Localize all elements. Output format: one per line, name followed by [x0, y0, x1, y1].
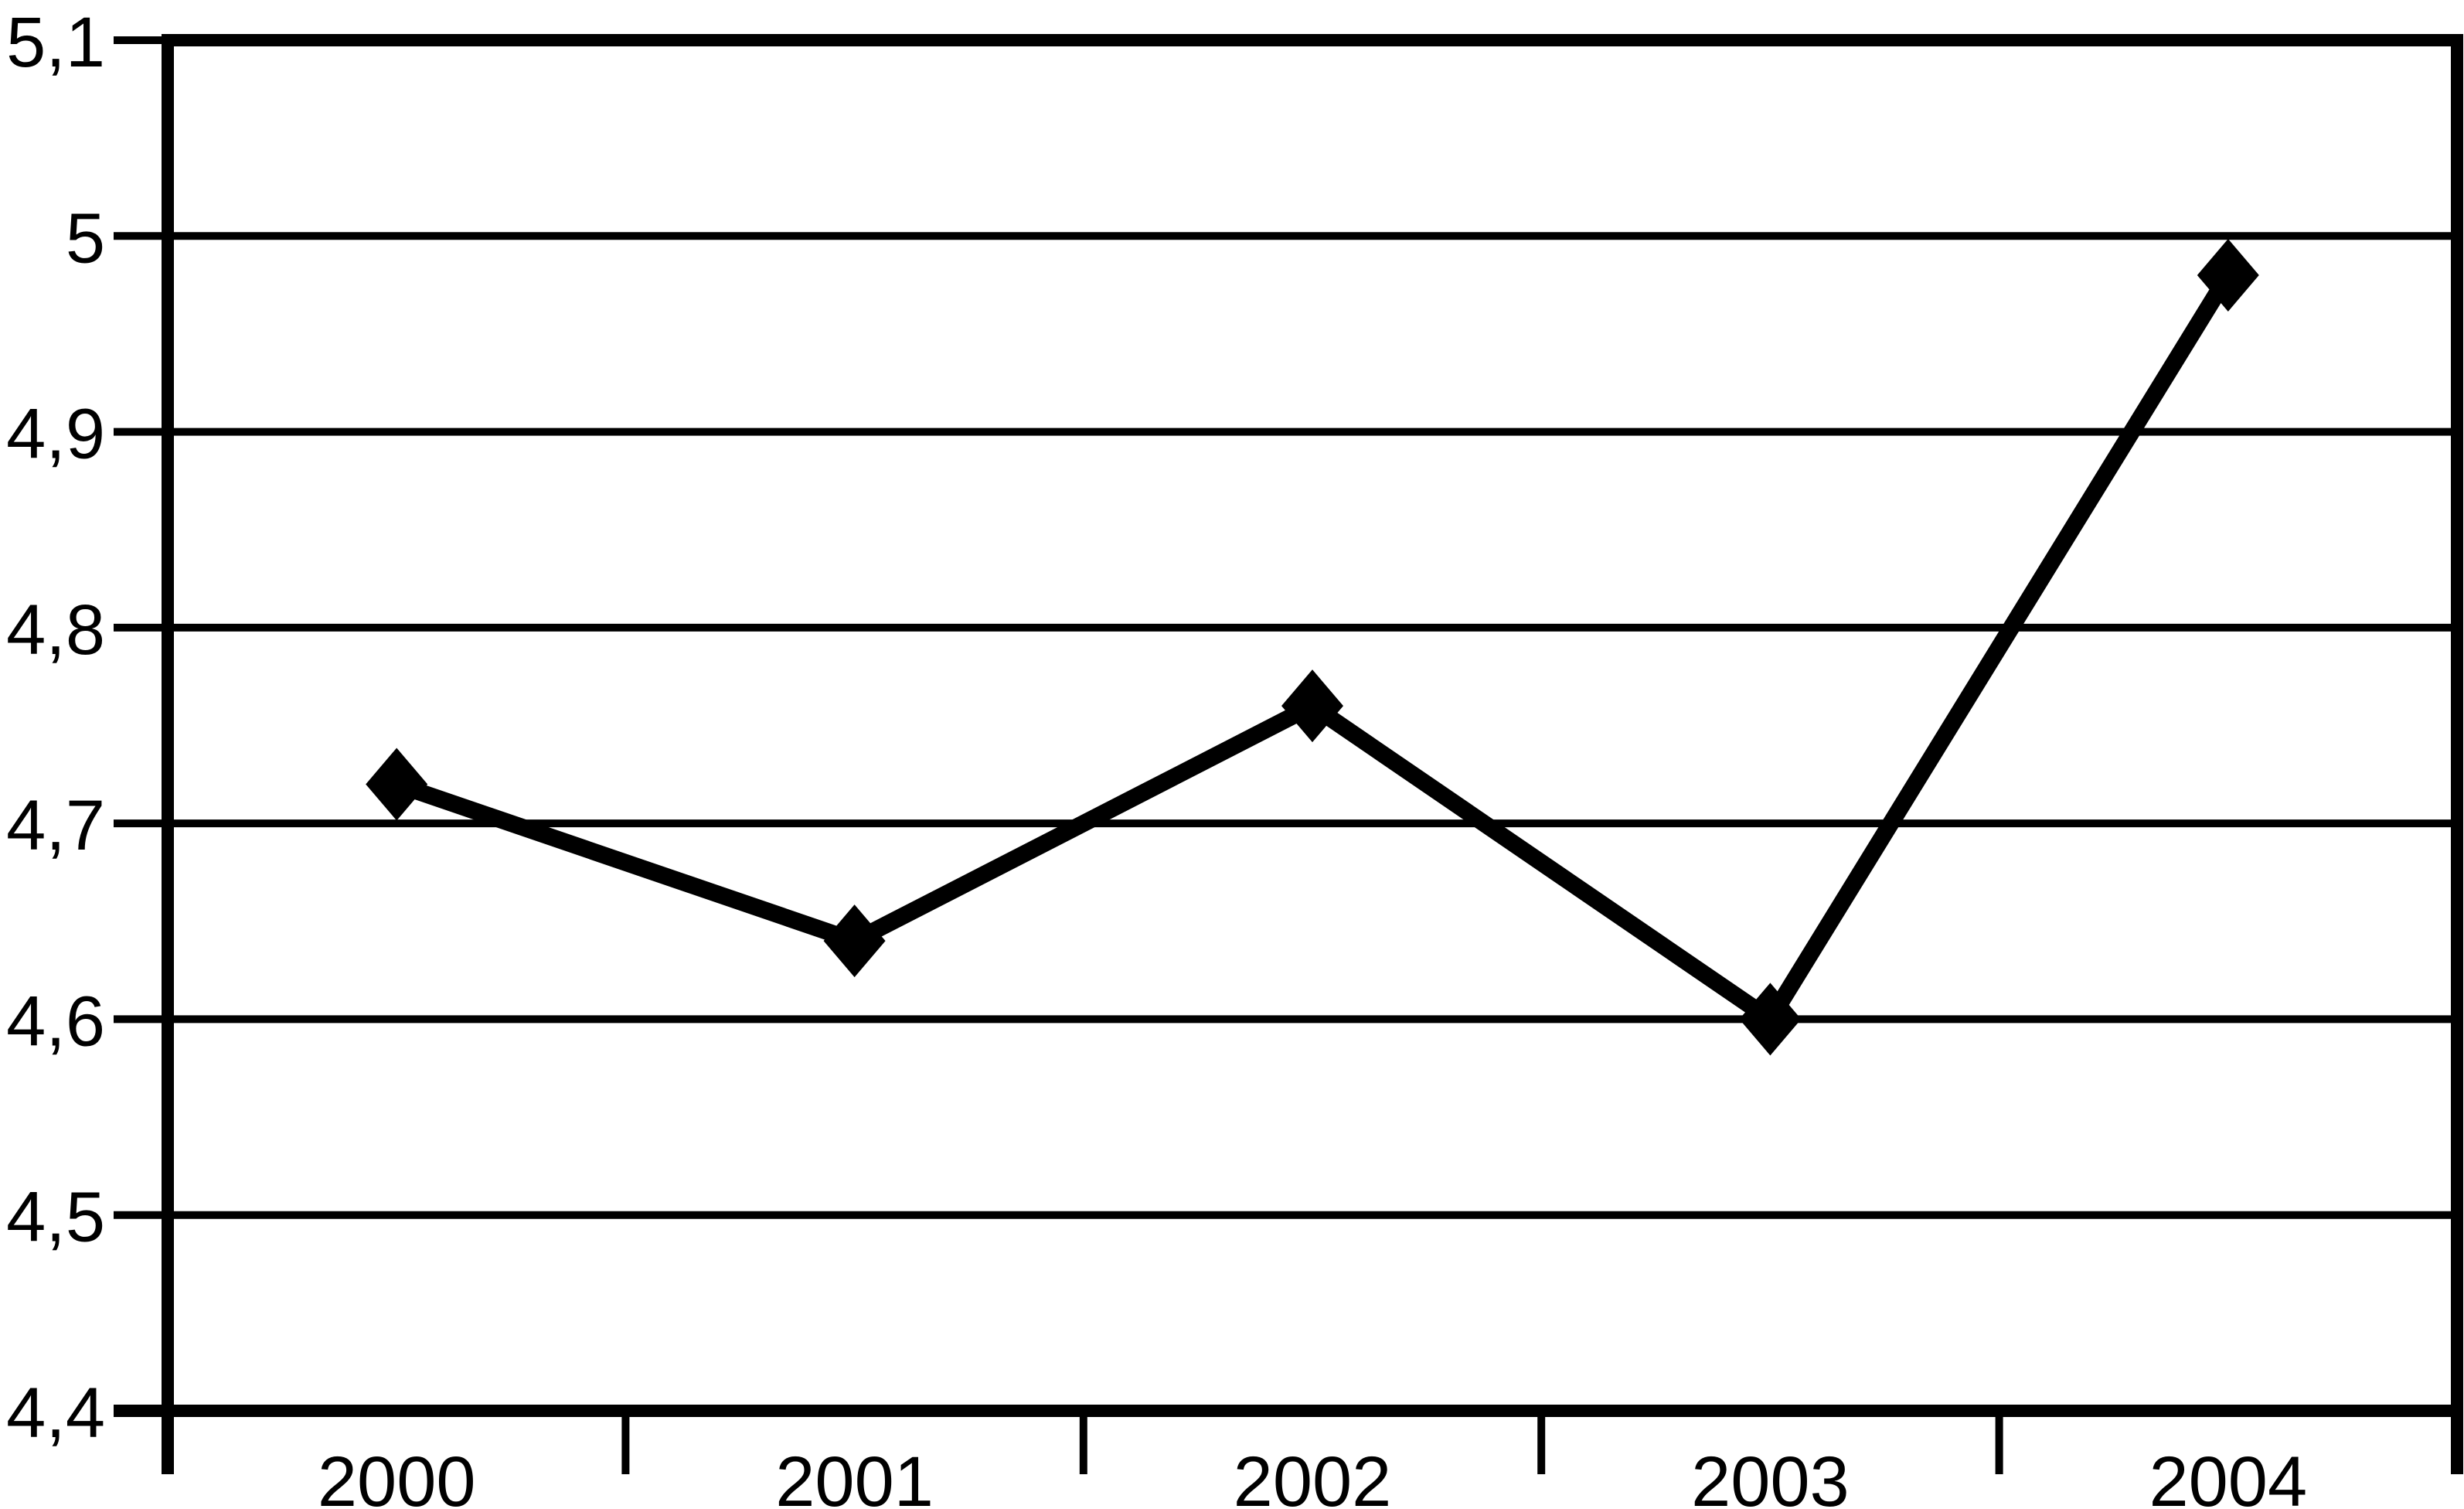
y-axis-tick-label: 4,8 [6, 591, 105, 669]
y-axis-tick-label: 4,7 [6, 786, 105, 865]
x-axis-tick-label: 2002 [1234, 1443, 1392, 1509]
data-point-marker [2197, 238, 2259, 312]
y-axis-tick-label: 4,6 [6, 982, 105, 1061]
data-point-marker [1739, 983, 1802, 1056]
y-axis-tick-label: 5 [66, 199, 105, 278]
x-axis-tick-label: 2001 [775, 1443, 934, 1509]
x-axis-tick-label: 2004 [2149, 1443, 2307, 1509]
y-axis-tick-label: 4,4 [6, 1374, 105, 1453]
x-axis-tick-label: 2003 [1691, 1443, 1850, 1509]
data-point-marker [823, 904, 886, 978]
data-point-marker [1281, 669, 1343, 743]
data-point-marker [366, 748, 428, 821]
x-axis-tick-label: 2000 [318, 1443, 476, 1509]
y-axis-tick-label: 5,1 [6, 3, 105, 82]
y-axis-tick-label: 4,9 [6, 395, 105, 474]
y-axis-tick-label: 4,5 [6, 1178, 105, 1257]
